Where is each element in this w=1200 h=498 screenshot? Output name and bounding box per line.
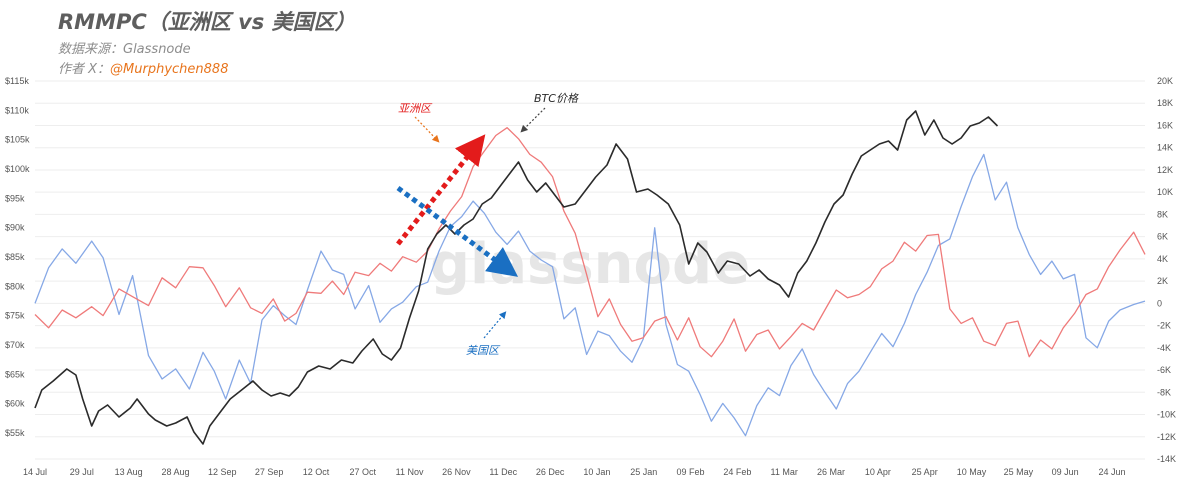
right-axis-ticks: 20K 18K 16K 14K 12K 10K 8K 6K 4K 2K 0 -2K -4K -6K -8K -… [1157, 76, 1176, 464]
x-tick-label: 24 Feb [723, 467, 751, 477]
x-tick-label: 12 Sep [208, 467, 237, 477]
x-tick-label: 10 Apr [865, 467, 891, 477]
right-tick-label: 4K [1157, 254, 1168, 264]
right-tick-label: -10K [1157, 410, 1176, 420]
x-tick-label: 13 Aug [115, 467, 143, 477]
asia-label: 亚洲区 [398, 102, 433, 115]
x-tick-label: 24 Jun [1098, 467, 1125, 477]
right-tick-label: 0 [1157, 298, 1162, 308]
right-tick-label: 16K [1157, 120, 1173, 130]
right-tick-label: -8K [1157, 387, 1171, 397]
x-tick-label: 10 May [957, 467, 987, 477]
asia-series-line [34, 127, 1146, 358]
btc-price-line [34, 110, 999, 445]
x-tick-label: 25 Apr [912, 467, 938, 477]
asia-trend-arrow [396, 134, 486, 246]
x-tick-label: 09 Feb [677, 467, 705, 477]
right-tick-label: 8K [1157, 209, 1168, 219]
btc-label: BTC价格 [534, 92, 579, 105]
x-tick-label: 25 May [1004, 467, 1034, 477]
right-tick-label: -12K [1157, 432, 1176, 442]
x-tick-label: 26 Nov [442, 467, 471, 477]
btc-label-pointer [520, 107, 546, 133]
left-tick-label: $80k [5, 281, 25, 291]
right-tick-label: 18K [1157, 98, 1173, 108]
right-tick-label: 14K [1157, 143, 1173, 153]
right-tick-label: 12K [1157, 165, 1173, 175]
left-tick-label: $105k [5, 135, 30, 145]
x-tick-label: 11 Nov [396, 467, 424, 477]
left-tick-label: $60k [5, 399, 25, 409]
left-tick-label: $75k [5, 311, 25, 321]
x-tick-label: 12 Oct [303, 467, 330, 477]
author-handle-link[interactable]: @Murphychen888 [110, 62, 229, 77]
left-tick-label: $55k [5, 428, 25, 438]
left-tick-label: $65k [5, 369, 25, 379]
x-tick-label: 11 Mar [771, 467, 798, 477]
right-tick-label: 6K [1157, 232, 1168, 242]
right-tick-label: 20K [1157, 76, 1173, 86]
right-tick-label: -2K [1157, 321, 1171, 331]
page-title: RMMPC（亚洲区 vs 美国区） [58, 10, 356, 34]
series-lines [34, 110, 1146, 445]
left-tick-label: $95k [5, 193, 25, 203]
left-axis-ticks: $115k $110k $105k $100k $95k $90k $85k $80k $75k… [5, 76, 30, 438]
x-tick-label: 26 Dec [536, 467, 565, 477]
grid-lines [35, 80, 1145, 460]
left-tick-label: $70k [5, 340, 25, 350]
right-tick-label: 2K [1157, 276, 1168, 286]
author-label: 作者 X：@Murphychen888 [58, 58, 228, 77]
x-tick-label: 14 Jul [23, 467, 47, 477]
x-tick-label: 10 Jan [583, 467, 610, 477]
us-label-pointer [483, 311, 507, 339]
right-tick-label: -14K [1157, 454, 1176, 464]
left-tick-label: $100k [5, 164, 30, 174]
x-tick-label: 27 Sep [255, 467, 284, 477]
left-tick-label: $85k [5, 252, 25, 262]
right-tick-label: -6K [1157, 365, 1171, 375]
us-series-line [34, 153, 1146, 437]
left-tick-label: $110k [5, 105, 29, 115]
x-tick-label: 29 Jul [70, 467, 94, 477]
asia-label-pointer [414, 116, 440, 143]
x-tick-label: 11 Dec [489, 467, 517, 477]
x-tick-label: 25 Jan [630, 467, 657, 477]
us-label: 美国区 [466, 344, 501, 357]
x-tick-label: 28 Aug [161, 467, 189, 477]
right-tick-label: 10K [1157, 187, 1173, 197]
left-tick-label: $90k [5, 223, 25, 233]
left-tick-label: $115k [5, 76, 29, 86]
x-tick-label: 27 Oct [350, 467, 377, 477]
author-prefix: 作者 X： [58, 62, 111, 77]
data-source-label: 数据来源：Glassnode [58, 42, 191, 57]
x-tick-label: 09 Jun [1052, 467, 1079, 477]
right-tick-label: -4K [1157, 343, 1171, 353]
x-axis-ticks: 14 Jul 29 Jul 13 Aug 28 Aug 12 Sep 27 Sep 12 O… [23, 467, 1126, 477]
us-trend-arrow [396, 185, 519, 277]
x-tick-label: 26 Mar [817, 467, 845, 477]
